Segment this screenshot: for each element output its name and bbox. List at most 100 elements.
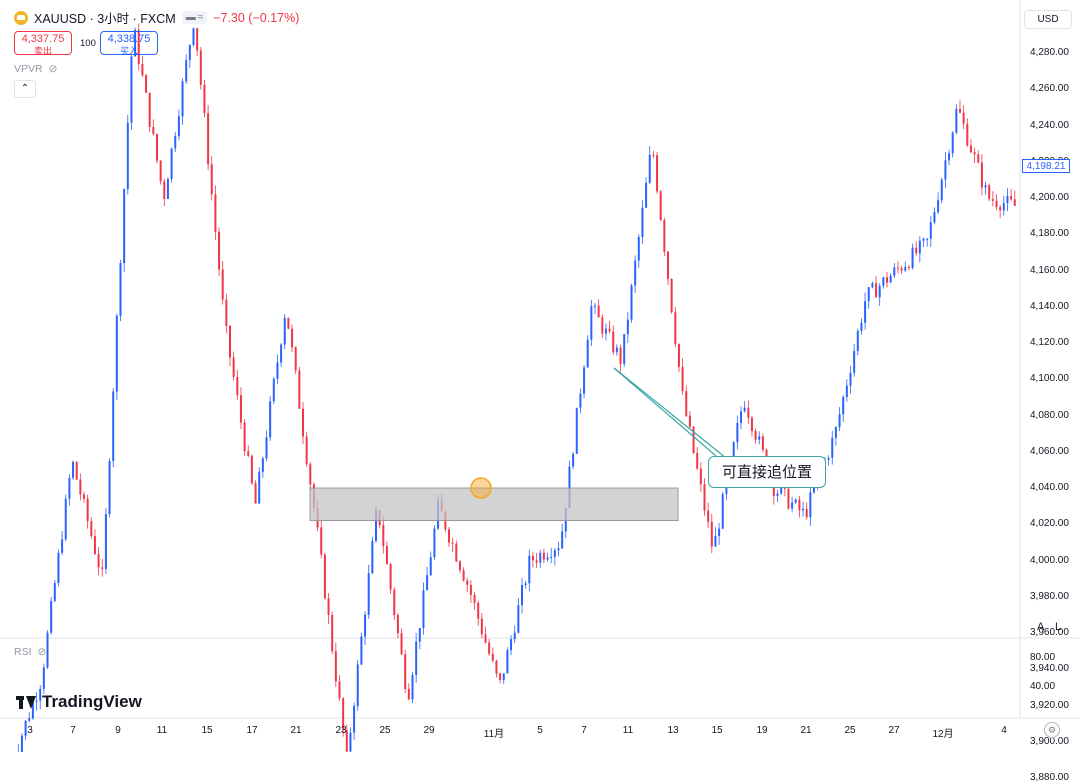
candle-body (389, 564, 392, 590)
candle-body (736, 422, 739, 443)
candle-body (199, 50, 202, 85)
collapse-indicators-button[interactable]: ⌃ (14, 80, 36, 98)
candle-body (692, 426, 695, 453)
eye-off-icon[interactable]: ⊘ (37, 646, 47, 658)
candle-body (721, 494, 724, 529)
price-axis-label: 4,020.00 (1030, 518, 1069, 530)
candle-body (995, 200, 998, 208)
price-axis-label: 4,000.00 (1030, 554, 1069, 566)
candle-body (225, 299, 228, 326)
price-axis-label: 4,200.00 (1030, 192, 1069, 203)
candle-body (542, 552, 545, 560)
sell-button[interactable]: 4,337.75 卖出 (14, 31, 72, 56)
time-axis-label: 15 (711, 725, 723, 736)
candle-body (261, 458, 264, 472)
log-scale-button[interactable]: L (1055, 621, 1062, 633)
candle-body (93, 535, 96, 554)
candle-body (608, 328, 611, 332)
candle-body (904, 266, 907, 271)
candle-body (645, 182, 648, 208)
currency-button[interactable]: USD (1024, 10, 1072, 29)
candle-body (210, 164, 213, 195)
candle-body (999, 207, 1002, 211)
price-axis-label: 4,280.00 (1030, 47, 1069, 58)
candle-body (889, 275, 892, 283)
candle-body (948, 153, 951, 161)
candle-body (188, 44, 191, 61)
buy-label: 买入 (119, 46, 138, 56)
price-axis-label: 3,880.00 (1030, 772, 1069, 783)
candle-body (918, 240, 921, 254)
candle-body (845, 385, 848, 397)
candle-body (239, 395, 242, 423)
indicator-toggle[interactable]: ▬ ≈ (181, 11, 208, 24)
annotation-callout[interactable]: 可直接追位置 (708, 456, 826, 488)
candle-body (276, 362, 279, 379)
tradingview-logo[interactable]: TradingView (16, 692, 142, 712)
candle-body (791, 502, 794, 509)
candle-body (677, 344, 680, 367)
candle-body (130, 56, 133, 123)
candle-body (426, 575, 429, 591)
candle-body (813, 487, 815, 493)
vpvr-indicator[interactable]: VPVR ⊘ (14, 63, 57, 75)
candle-body (1006, 195, 1009, 204)
symbol-legend: XAUUSD · 3小时 · FXCM ▬ ≈ −7.30 (−0.17%) (14, 8, 299, 27)
candle-body (50, 600, 53, 633)
current-price-label: 4,198.21 (1022, 159, 1070, 173)
candle-body (302, 408, 304, 437)
candle-body (159, 160, 162, 182)
candle-body (528, 555, 531, 584)
candle-body (97, 553, 100, 568)
candle-body (20, 735, 23, 752)
candle-body (145, 75, 148, 93)
gear-icon[interactable]: ⚙ (1044, 722, 1060, 738)
time-axis-label: 15 (201, 725, 213, 736)
candle-body (39, 688, 42, 701)
candle-body (265, 437, 268, 459)
time-axis-label: 4 (1001, 725, 1007, 736)
support-zone[interactable] (309, 487, 679, 522)
candle-body (776, 493, 779, 497)
candle-body (1010, 195, 1013, 200)
rsi-indicator[interactable]: RSI ⊘ (14, 646, 46, 658)
candle-body (433, 528, 436, 558)
candle-body (875, 283, 878, 298)
candle-body (652, 154, 655, 156)
candle-body (291, 328, 294, 348)
symbol-title[interactable]: XAUUSD · 3小时 · FXCM (34, 12, 176, 26)
candle-body (623, 334, 626, 364)
candle-body (630, 285, 633, 320)
candle-body (458, 561, 461, 571)
candle-body (163, 181, 166, 199)
time-axis-label: 23 (335, 725, 347, 736)
candle-body (929, 222, 932, 239)
candle-body (371, 540, 374, 574)
eye-off-icon[interactable]: ⊘ (48, 63, 58, 75)
candle-body (787, 488, 790, 509)
candle-body (988, 185, 991, 200)
rsi-axis-label: 40.00 (1030, 681, 1056, 692)
auto-scale-button[interactable]: A (1037, 621, 1045, 633)
candle-body (743, 407, 746, 412)
candle-body (404, 654, 407, 689)
candle-body (867, 287, 870, 302)
candle-body (207, 113, 210, 165)
candle-body (685, 391, 688, 416)
candle-body (696, 452, 699, 469)
candle-body (959, 108, 961, 113)
candle-body (714, 535, 717, 547)
candle-body (484, 634, 487, 643)
buy-button[interactable]: 4,338.75 买入 (100, 31, 158, 56)
candle-body (637, 237, 640, 261)
candle-body (294, 347, 297, 371)
candle-body (407, 688, 410, 700)
price-chart[interactable] (0, 0, 1080, 752)
candle-body (896, 267, 899, 269)
candle-body (546, 557, 549, 560)
candle-body (334, 651, 337, 682)
candle-body (283, 317, 286, 345)
candle-body (46, 632, 49, 668)
candle-body (973, 152, 976, 155)
candle-body (937, 200, 940, 213)
